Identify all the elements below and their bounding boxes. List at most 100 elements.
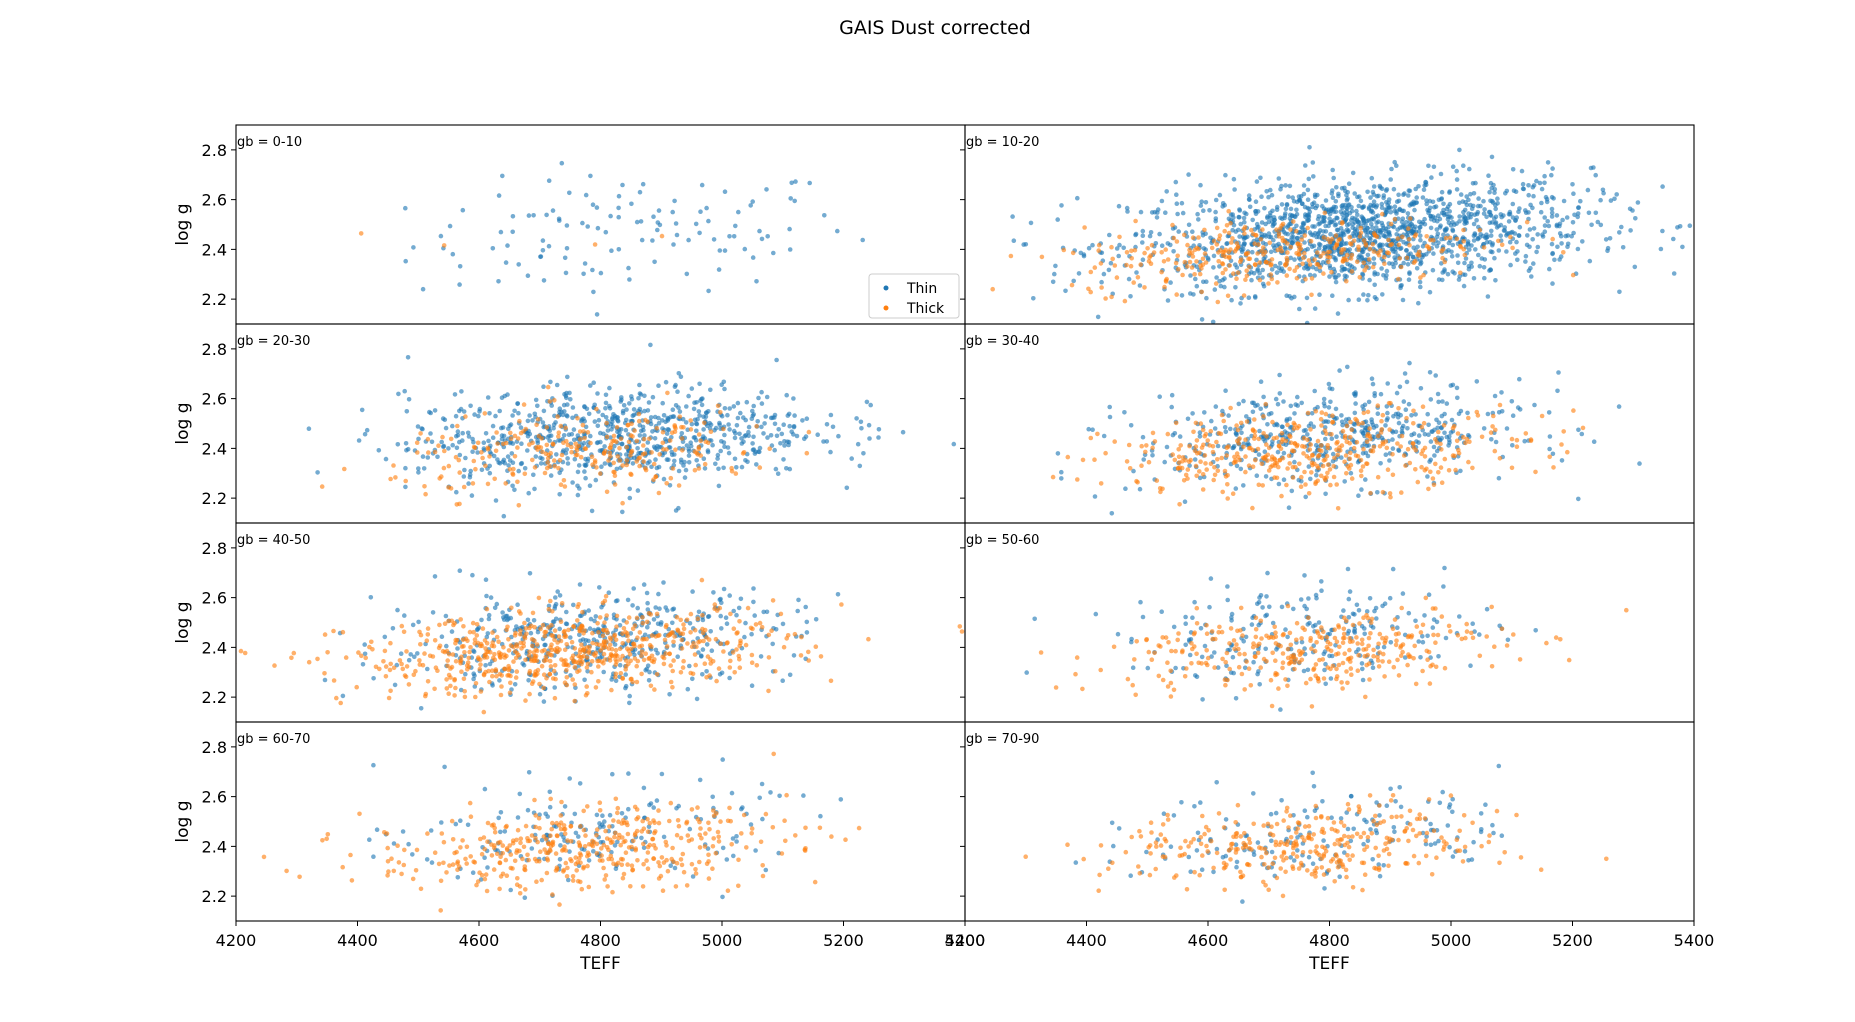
thick-point <box>477 666 483 672</box>
thick-point <box>1276 464 1281 470</box>
thin-point <box>416 466 421 471</box>
thin-point <box>501 513 507 519</box>
thick-point <box>1404 255 1410 261</box>
thin-point <box>1576 427 1581 433</box>
thick-point <box>1232 454 1237 460</box>
thin-point <box>1469 264 1474 269</box>
thin-point <box>1361 204 1367 209</box>
thick-point <box>1302 469 1307 475</box>
thin-point <box>1502 228 1507 233</box>
thin-point <box>627 401 632 406</box>
thick-point <box>508 430 513 436</box>
thick-point <box>1222 468 1228 474</box>
thin-point <box>644 447 650 453</box>
thin-point <box>1372 393 1377 399</box>
thin-point <box>1401 399 1407 404</box>
thin-point <box>568 673 573 678</box>
thin-point <box>1140 434 1146 440</box>
thin-point <box>1234 265 1240 270</box>
thick-point <box>1146 459 1152 465</box>
thick-point <box>562 647 568 653</box>
thin-point <box>525 433 531 439</box>
thin-point <box>663 419 668 425</box>
thin-point <box>787 226 792 232</box>
thin-point <box>704 642 710 647</box>
thick-point <box>522 471 528 477</box>
thin-point <box>1515 257 1520 263</box>
thick-point <box>1232 458 1238 464</box>
thin-point <box>861 451 866 456</box>
thin-point <box>1288 212 1293 218</box>
thin-point <box>1317 292 1322 298</box>
thick-point <box>242 650 248 656</box>
thick-point <box>1200 472 1206 477</box>
thin-point <box>1527 227 1533 232</box>
thin-point <box>404 448 409 453</box>
thick-point <box>1384 445 1390 451</box>
thick-point <box>1361 446 1366 452</box>
thin-point <box>1281 229 1287 235</box>
thin-point <box>1432 204 1437 210</box>
thick-point <box>555 414 560 419</box>
thick-point <box>679 637 685 643</box>
thick-point <box>625 423 630 428</box>
thin-point <box>1539 186 1545 192</box>
thin-point <box>322 677 328 683</box>
thin-point <box>1461 283 1467 289</box>
thin-point <box>1278 215 1283 221</box>
thick-point <box>1241 227 1247 232</box>
thick-point <box>1399 490 1404 495</box>
thin-point <box>1259 220 1265 225</box>
thick-point <box>601 651 607 657</box>
thick-point <box>1217 233 1223 238</box>
thick-point <box>1528 438 1534 444</box>
thin-point <box>821 439 826 444</box>
thin-point <box>1289 488 1295 494</box>
thin-point <box>510 460 516 466</box>
thin-point <box>719 626 724 631</box>
thick-point <box>1235 438 1240 444</box>
thick-point <box>678 670 684 675</box>
thin-point <box>651 214 656 219</box>
thick-point <box>804 450 810 456</box>
thin-point <box>1559 458 1565 463</box>
thin-point <box>589 508 595 514</box>
thin-point <box>1281 399 1286 404</box>
thick-point <box>397 658 403 663</box>
thick-point <box>1371 444 1377 450</box>
thin-point <box>1238 221 1243 227</box>
thin-point <box>675 654 680 659</box>
thin-point <box>705 448 711 453</box>
thick-point <box>586 650 592 655</box>
thin-point <box>460 207 466 213</box>
thin-point <box>1331 266 1337 272</box>
thin-point <box>1312 306 1318 311</box>
thick-point <box>1287 433 1292 438</box>
thin-point <box>672 458 677 464</box>
thin-point <box>1263 221 1268 227</box>
thick-point <box>766 688 771 694</box>
thin-point <box>1233 285 1238 290</box>
thin-point <box>567 190 572 196</box>
thin-point <box>635 605 640 611</box>
thin-point <box>1675 225 1680 230</box>
thin-point <box>549 403 554 408</box>
thick-point <box>457 470 463 475</box>
thin-point <box>859 426 864 431</box>
thin-point <box>443 425 449 431</box>
thin-point <box>1492 393 1498 399</box>
thin-point <box>1349 264 1355 270</box>
thin-point <box>1394 209 1399 214</box>
thin-point <box>1488 267 1493 272</box>
thin-point <box>1334 434 1339 440</box>
thin-point <box>1660 228 1665 234</box>
thick-point <box>441 465 447 471</box>
thick-point <box>699 577 705 583</box>
thin-point <box>1223 172 1228 178</box>
thick-point <box>1256 482 1262 488</box>
thick-point <box>1176 266 1181 272</box>
thin-point <box>656 208 662 213</box>
thin-point <box>704 669 709 674</box>
thick-point <box>1334 243 1339 248</box>
thin-point <box>1366 399 1372 405</box>
